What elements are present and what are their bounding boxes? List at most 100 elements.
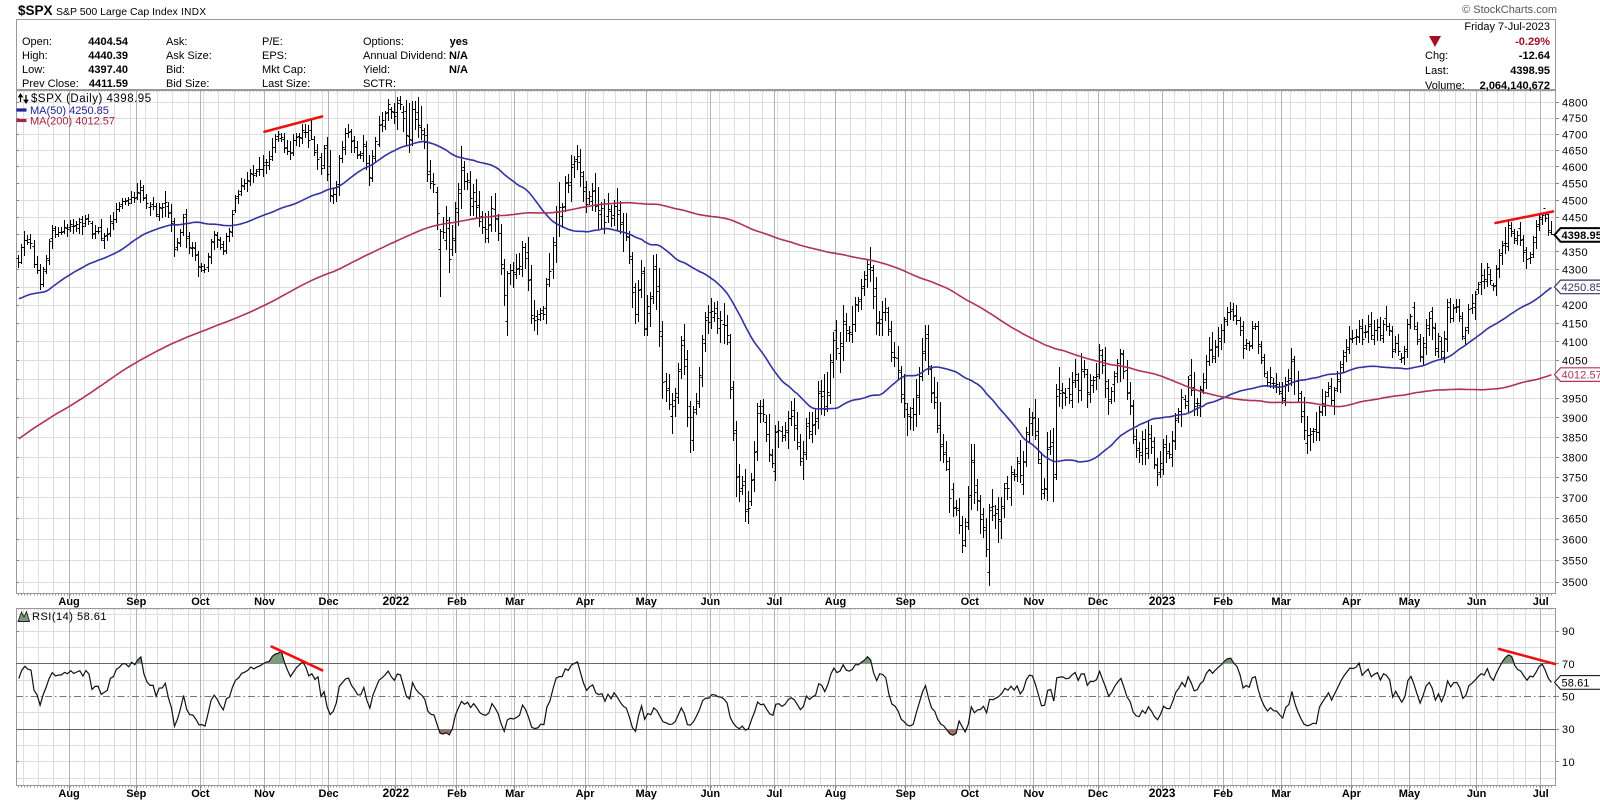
svg-text:P/E:: P/E:	[262, 36, 283, 48]
svg-text:-0.29%: -0.29%	[1515, 36, 1550, 48]
svg-text:Apr: Apr	[576, 788, 596, 800]
svg-text:Jul: Jul	[1533, 596, 1549, 608]
svg-text:Nov: Nov	[254, 788, 276, 800]
svg-text:Open:: Open:	[22, 36, 52, 48]
svg-text:Aug: Aug	[58, 596, 79, 608]
svg-text:Sep: Sep	[126, 596, 146, 608]
svg-text:4250.85: 4250.85	[1562, 282, 1600, 294]
svg-text:Sep: Sep	[896, 788, 916, 800]
svg-text:3750: 3750	[1562, 472, 1588, 484]
svg-text:Oct: Oct	[191, 788, 210, 800]
svg-text:3700: 3700	[1562, 493, 1588, 505]
svg-text:50: 50	[1562, 692, 1575, 704]
svg-text:Nov: Nov	[1024, 596, 1046, 608]
svg-text:Volume:: Volume:	[1425, 80, 1465, 92]
svg-text:4600: 4600	[1562, 162, 1588, 174]
svg-text:Apr: Apr	[1342, 788, 1362, 800]
svg-text:30: 30	[1562, 724, 1575, 736]
svg-text:4300: 4300	[1562, 264, 1588, 276]
svg-text:Last:: Last:	[1425, 65, 1449, 77]
svg-text:4200: 4200	[1562, 300, 1588, 312]
svg-text:Mar: Mar	[1271, 788, 1291, 800]
svg-text:Jun: Jun	[1467, 788, 1487, 800]
svg-text:Friday 7-Jul-2023: Friday 7-Jul-2023	[1464, 21, 1550, 33]
svg-text:Mar: Mar	[505, 788, 525, 800]
svg-text:Ask:: Ask:	[166, 36, 187, 48]
svg-text:EPS:: EPS:	[262, 50, 287, 62]
svg-text:Feb: Feb	[447, 788, 467, 800]
svg-text:Aug: Aug	[58, 788, 79, 800]
svg-text:SCTR:: SCTR:	[363, 78, 396, 90]
svg-text:N/A: N/A	[449, 64, 468, 76]
svg-text:4398.95: 4398.95	[1562, 230, 1600, 242]
svg-text:4550: 4550	[1562, 179, 1588, 191]
svg-text:3900: 3900	[1562, 413, 1588, 425]
svg-text:3800: 3800	[1562, 452, 1588, 464]
svg-text:Feb: Feb	[447, 596, 467, 608]
svg-text:4450: 4450	[1562, 212, 1588, 224]
svg-text:4440.39: 4440.39	[88, 50, 128, 62]
svg-text:© StockCharts.com: © StockCharts.com	[1462, 4, 1557, 16]
svg-text:2023: 2023	[1149, 594, 1176, 608]
svg-text:$SPX: $SPX	[18, 3, 53, 18]
svg-text:Bid:: Bid:	[166, 64, 185, 76]
svg-text:3850: 3850	[1562, 432, 1588, 444]
svg-text:Apr: Apr	[1342, 596, 1362, 608]
svg-text:Aug: Aug	[825, 596, 846, 608]
svg-text:4800: 4800	[1562, 97, 1588, 109]
svg-text:4750: 4750	[1562, 113, 1588, 125]
svg-text:70: 70	[1562, 659, 1575, 671]
svg-text:May: May	[1399, 596, 1421, 608]
svg-text:May: May	[1399, 788, 1421, 800]
svg-text:Dec: Dec	[319, 596, 339, 608]
svg-text:Options:: Options:	[363, 36, 404, 48]
svg-text:Oct: Oct	[961, 596, 980, 608]
svg-text:Ask Size:: Ask Size:	[166, 50, 212, 62]
svg-text:4404.54: 4404.54	[88, 36, 129, 48]
svg-text:Feb: Feb	[1213, 788, 1233, 800]
svg-text:Jul: Jul	[766, 596, 782, 608]
svg-text:2023: 2023	[1149, 786, 1176, 800]
svg-text:4100: 4100	[1562, 337, 1588, 349]
svg-text:58.61: 58.61	[1562, 677, 1590, 689]
svg-text:Sep: Sep	[896, 596, 916, 608]
svg-text:RSI(14) 58.61: RSI(14) 58.61	[32, 611, 107, 623]
svg-text:4397.40: 4397.40	[88, 64, 128, 76]
svg-text:Prev Close:: Prev Close:	[22, 78, 79, 90]
svg-text:Nov: Nov	[1024, 788, 1046, 800]
svg-text:3500: 3500	[1562, 577, 1588, 589]
svg-text:4150: 4150	[1562, 318, 1588, 330]
svg-text:Oct: Oct	[961, 788, 980, 800]
svg-text:S&P 500 Large Cap Index: S&P 500 Large Cap Index	[56, 6, 179, 18]
svg-text:Chg:: Chg:	[1425, 50, 1448, 62]
svg-text:Nov: Nov	[254, 596, 276, 608]
svg-text:4398.95: 4398.95	[1510, 65, 1550, 77]
svg-text:Jul: Jul	[766, 788, 782, 800]
svg-text:Feb: Feb	[1213, 596, 1233, 608]
svg-text:INDX: INDX	[181, 7, 207, 18]
svg-text:4700: 4700	[1562, 129, 1588, 141]
svg-text:Aug: Aug	[825, 788, 846, 800]
svg-text:Mar: Mar	[1271, 596, 1291, 608]
svg-text:Jun: Jun	[701, 596, 721, 608]
svg-text:Jun: Jun	[701, 788, 721, 800]
svg-text:10: 10	[1562, 757, 1575, 769]
svg-text:3650: 3650	[1562, 513, 1588, 525]
svg-text:90: 90	[1562, 626, 1575, 638]
svg-text:Mkt Cap:: Mkt Cap:	[262, 64, 306, 76]
svg-text:4411.59: 4411.59	[89, 78, 128, 90]
svg-text:High:: High:	[22, 50, 48, 62]
svg-text:3600: 3600	[1562, 534, 1588, 546]
svg-text:Sep: Sep	[126, 788, 146, 800]
svg-text:Jun: Jun	[1467, 596, 1487, 608]
svg-text:Mar: Mar	[505, 596, 525, 608]
svg-text:Apr: Apr	[576, 596, 596, 608]
svg-text:2022: 2022	[382, 786, 409, 800]
svg-text:4012.57: 4012.57	[1562, 370, 1600, 382]
svg-text:4500: 4500	[1562, 195, 1588, 207]
svg-text:Dec: Dec	[1088, 596, 1108, 608]
svg-text:3550: 3550	[1562, 556, 1588, 568]
svg-text:-12.64: -12.64	[1519, 50, 1551, 62]
svg-text:2,064,140,672: 2,064,140,672	[1480, 80, 1550, 92]
svg-text:Oct: Oct	[191, 596, 210, 608]
